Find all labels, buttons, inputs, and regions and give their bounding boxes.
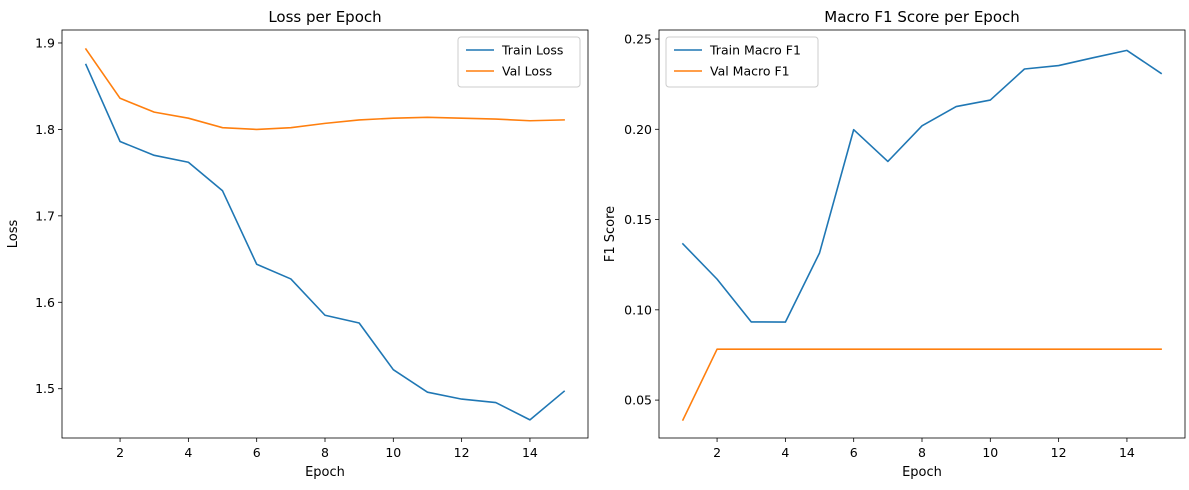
y-tick-label: 1.5 [35, 381, 55, 396]
y-tick-label: 1.9 [35, 35, 55, 50]
x-axis-label: Epoch [902, 465, 942, 480]
x-tick-label: 2 [116, 445, 124, 460]
y-tick-label: 0.05 [624, 393, 652, 408]
x-tick-label: 2 [713, 445, 721, 460]
chart-title: Loss per Epoch [268, 8, 381, 26]
chart-title: Macro F1 Score per Epoch [824, 8, 1020, 26]
y-axis-label: Loss [6, 220, 21, 249]
x-tick-label: 4 [781, 445, 789, 460]
f1-chart: 2 4 6 8 10 12 14 0.05 0.10 0.15 0.20 0.25 Macro F1 S… [603, 8, 1186, 480]
plot-frame [658, 29, 1186, 439]
plot-frame [61, 29, 589, 439]
x-tick-label: 6 [253, 445, 261, 460]
y-tick-label: 0.25 [624, 32, 652, 47]
x-tick-label: 6 [850, 445, 858, 460]
y-tick-label: 0.10 [624, 302, 652, 317]
loss-chart: 2 4 6 8 10 12 14 1.5 1.6 1.7 1.8 1.9 Loss per Epoch E… [6, 8, 589, 480]
legend-label-0: Train Loss [501, 43, 563, 58]
legend-label-1: Val Loss [502, 64, 552, 79]
y-tick-label: 1.6 [35, 295, 55, 310]
x-tick-label: 12 [1051, 445, 1067, 460]
series-line-1 [84, 47, 565, 131]
legend-label-1: Val Macro F1 [710, 64, 790, 79]
x-tick-label: 14 [522, 445, 538, 460]
legend: Train Macro F1 Val Macro F1 [665, 36, 819, 88]
y-axis-label: F1 Score [603, 206, 618, 262]
legend-box [665, 36, 819, 88]
y-tick-label: 1.7 [35, 208, 55, 223]
x-tick-label: 8 [321, 445, 329, 460]
x-tick-label: 14 [1119, 445, 1135, 460]
x-tick-label: 10 [385, 445, 401, 460]
x-tick-label: 8 [918, 445, 926, 460]
x-tick-label: 12 [454, 445, 470, 460]
legend-label-0: Train Macro F1 [709, 43, 801, 58]
y-tick-label: 0.20 [624, 122, 652, 137]
x-tick-label: 4 [184, 445, 192, 460]
y-tick-label: 0.15 [624, 212, 652, 227]
series-line-1 [681, 348, 1162, 422]
series-line-0 [84, 63, 566, 421]
y-tick-label: 1.8 [35, 122, 55, 137]
x-axis-label: Epoch [305, 465, 345, 480]
legend: Train Loss Val Loss [457, 36, 581, 88]
x-tick-label: 10 [982, 445, 998, 460]
series-line-0 [681, 49, 1163, 323]
